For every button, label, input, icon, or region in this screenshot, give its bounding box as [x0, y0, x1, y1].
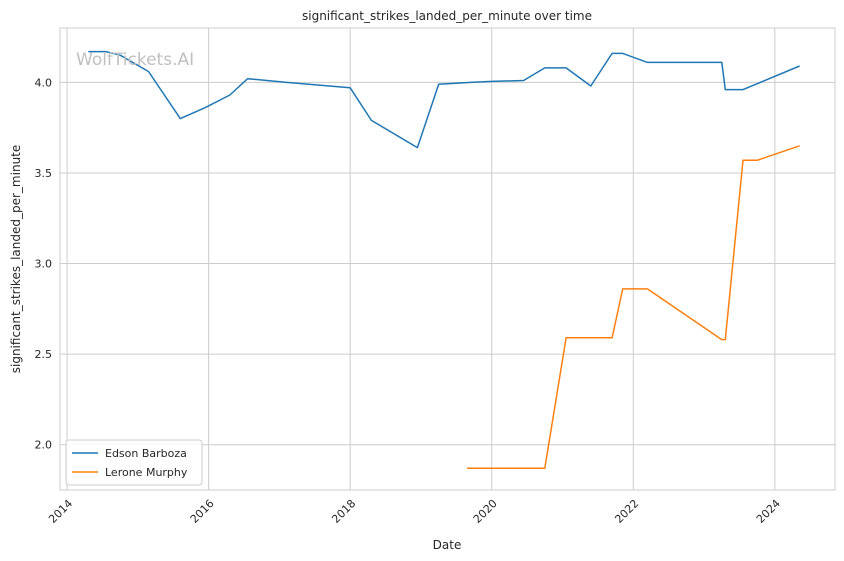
- chart-title: significant_strikes_landed_per_minute ov…: [302, 9, 592, 23]
- grid-lines: [60, 28, 835, 490]
- y-tick-label: 3.5: [35, 167, 53, 180]
- legend-box: [65, 439, 203, 486]
- plot-frame: [59, 27, 836, 491]
- y-tick-label: 2.5: [35, 348, 53, 361]
- y-tick-label: 3.0: [35, 258, 53, 271]
- x-axis-title: Date: [433, 538, 462, 552]
- y-axis-title: significant_strikes_landed_per_minute: [9, 145, 23, 374]
- series-line-edson-barboza: [88, 50, 800, 149]
- series-line-lerone-murphy: [467, 145, 800, 470]
- y-tick-label: 2.0: [35, 439, 53, 452]
- legend-label-edson-barboza: Edson Barboza: [105, 447, 187, 460]
- legend-label-lerone-murphy: Lerone Murphy: [105, 466, 188, 479]
- y-axis-ticks: 2.0 2.5 3.0 3.5 4.0: [35, 76, 53, 451]
- legend: Edson Barboza Lerone Murphy: [65, 439, 203, 486]
- y-tick-label: 4.0: [35, 76, 53, 89]
- watermark: WolfTickets.AI: [76, 50, 194, 70]
- series-layer: [88, 50, 800, 470]
